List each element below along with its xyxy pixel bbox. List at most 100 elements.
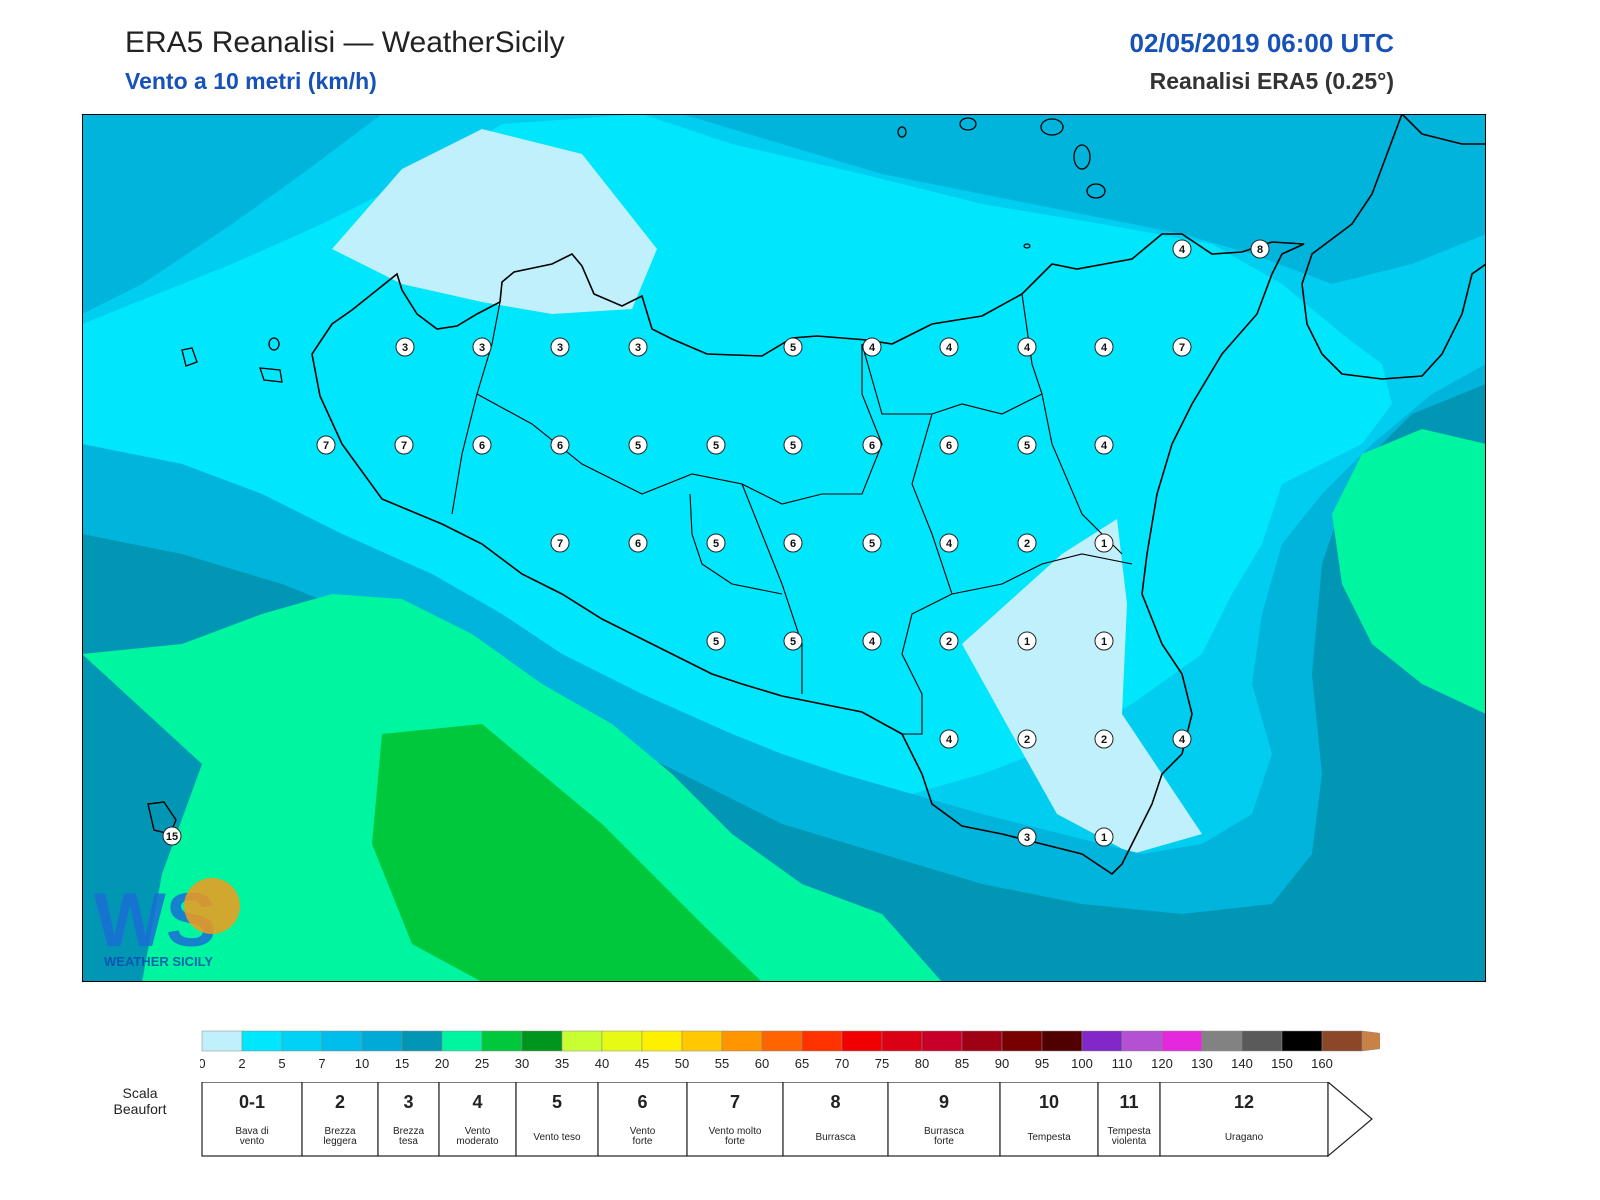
contour-se-calm bbox=[962, 519, 1202, 854]
station-marker: 1 bbox=[1094, 533, 1114, 553]
beaufort-description: vento bbox=[240, 1136, 265, 1147]
colorbar-swatch bbox=[961, 1030, 1003, 1052]
colorbar-tick-label: 100 bbox=[1071, 1056, 1093, 1071]
station-value: 5 bbox=[790, 440, 796, 452]
station-value: 6 bbox=[946, 440, 952, 452]
station-marker: 2 bbox=[1017, 729, 1037, 749]
contour-nw-calm bbox=[332, 129, 657, 314]
colorbar-swatch bbox=[641, 1030, 683, 1052]
colorbar-tick-label: 25 bbox=[475, 1056, 489, 1071]
island-alicudi bbox=[897, 126, 907, 138]
beaufort-description: Vento molto bbox=[709, 1126, 762, 1137]
island-salina bbox=[1040, 118, 1064, 136]
colorbar-swatch bbox=[1001, 1030, 1043, 1052]
station-marker: 7 bbox=[394, 435, 414, 455]
station-marker: 5 bbox=[783, 337, 803, 357]
station-value: 2 bbox=[1101, 734, 1107, 746]
station-value: 1 bbox=[1101, 636, 1107, 648]
wind-map: 3 3 3 3 5 4 4 4 4 77 7 6 6 5 5 5 6 6 5 47 6 5 6 5 4 2 15 5 4 2 1 14 2 2 43… bbox=[82, 114, 1486, 982]
station-marker: 4 bbox=[939, 337, 959, 357]
station-value: 5 bbox=[1024, 440, 1030, 452]
colorbar-swatch bbox=[761, 1030, 803, 1052]
station-value: 5 bbox=[790, 342, 796, 354]
station-marker: 3 bbox=[472, 337, 492, 357]
beaufort-description: Vento bbox=[630, 1126, 656, 1137]
colorbar-tick-label: 2 bbox=[238, 1056, 245, 1071]
station-value: 2 bbox=[1024, 538, 1030, 550]
island-levanzo bbox=[268, 337, 280, 351]
beaufort-description: violenta bbox=[1112, 1136, 1147, 1147]
station-marker: 4 bbox=[1172, 239, 1192, 259]
colorbar-swatch bbox=[481, 1030, 523, 1052]
station-value: 4 bbox=[946, 538, 953, 550]
colorbar-tick-label: 15 bbox=[395, 1056, 409, 1071]
station-marker: 6 bbox=[862, 435, 882, 455]
beaufort-description: forte bbox=[725, 1136, 745, 1147]
beaufort-description: Burrasca bbox=[815, 1132, 855, 1143]
colorbar-swatch bbox=[881, 1030, 923, 1052]
station-value: 3 bbox=[557, 342, 563, 354]
colorbar-tick-label: 35 bbox=[555, 1056, 569, 1071]
station-marker: 2 bbox=[1094, 729, 1114, 749]
beaufort-number: 4 bbox=[472, 1092, 482, 1112]
station-value: 4 bbox=[946, 734, 953, 746]
station-marker: 6 bbox=[550, 435, 570, 455]
colorbar-tick-label: 150 bbox=[1271, 1056, 1293, 1071]
colorbar-swatch bbox=[1041, 1030, 1083, 1052]
island-filicudi bbox=[959, 117, 977, 131]
contour-east-green bbox=[1332, 429, 1486, 714]
colorbar-swatch bbox=[721, 1030, 763, 1052]
station-marker: 3 bbox=[1017, 827, 1037, 847]
station-value: 7 bbox=[1179, 342, 1185, 354]
colorbar-tick-label: 140 bbox=[1231, 1056, 1253, 1071]
logo-text: WEATHER SICILY bbox=[104, 954, 213, 969]
island-vulcano bbox=[1086, 183, 1106, 199]
colorbar-tick-label: 110 bbox=[1112, 1056, 1133, 1071]
station-marker: 5 bbox=[1017, 435, 1037, 455]
station-value: 5 bbox=[790, 636, 796, 648]
colorbar-swatch bbox=[921, 1030, 963, 1052]
station-value: 3 bbox=[1024, 832, 1030, 844]
calabria-coastline bbox=[1301, 114, 1486, 380]
beaufort-number: 0-1 bbox=[239, 1092, 265, 1112]
colorbar-swatch bbox=[241, 1030, 283, 1052]
colorbar-tick-label: 90 bbox=[995, 1056, 1009, 1071]
colorbar-tick-label: 75 bbox=[875, 1056, 889, 1071]
colorbar-swatch bbox=[1321, 1030, 1363, 1052]
colorbar-tick-label: 55 bbox=[715, 1056, 729, 1071]
island-lipari bbox=[1073, 144, 1091, 170]
station-marker: 5 bbox=[706, 533, 726, 553]
station-value: 1 bbox=[1024, 636, 1030, 648]
colorbar-tick-label: 10 bbox=[355, 1056, 369, 1071]
beaufort-title-line1: Scala bbox=[122, 1085, 157, 1101]
station-value: 5 bbox=[869, 538, 875, 550]
beaufort-class: 5 Vento teso bbox=[515, 1082, 599, 1157]
colorbar-swatch bbox=[1121, 1030, 1163, 1052]
model-label: Reanalisi ERA5 (0.25°) bbox=[1149, 68, 1394, 94]
beaufort-number: 5 bbox=[552, 1092, 562, 1112]
colorbar-tick-label: 70 bbox=[835, 1056, 849, 1071]
station-marker: 5 bbox=[628, 435, 648, 455]
beaufort-class: 10 Tempesta bbox=[999, 1082, 1099, 1157]
station-marker: 4 bbox=[1094, 435, 1114, 455]
colorbar-tick-label: 50 bbox=[675, 1056, 689, 1071]
beaufort-title-line2: Beaufort bbox=[114, 1101, 167, 1117]
contour-north-dark bbox=[682, 114, 1486, 284]
beaufort-description: Uragano bbox=[1225, 1132, 1264, 1143]
station-marker: 5 bbox=[706, 631, 726, 651]
island-favignana bbox=[259, 367, 283, 383]
colorbar-tick-label: 20 bbox=[435, 1056, 449, 1071]
station-value: 8 bbox=[1257, 244, 1263, 256]
station-marker: 5 bbox=[706, 435, 726, 455]
colorbar-tick-label: 45 bbox=[635, 1056, 649, 1071]
colorbar-swatch bbox=[801, 1030, 843, 1052]
station-value: 7 bbox=[323, 440, 329, 452]
station-marker: 1 bbox=[1094, 827, 1114, 847]
beaufort-number: 10 bbox=[1039, 1092, 1059, 1112]
